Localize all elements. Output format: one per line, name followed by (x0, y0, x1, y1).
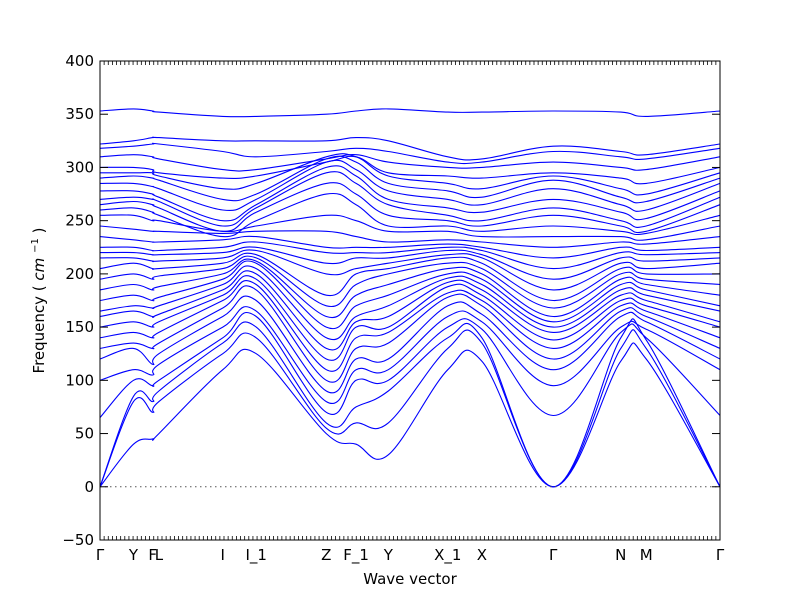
high-symmetry-label: L (155, 546, 164, 564)
y-tick-label: 0 (84, 478, 94, 496)
high-symmetry-label: I_1 (246, 546, 267, 565)
band-line (99, 255, 721, 309)
y-axis-label-open-paren: ( (30, 285, 48, 291)
y-tick-label: 350 (65, 105, 94, 123)
band-line (99, 136, 721, 161)
band-line (99, 153, 721, 196)
high-symmetry-label: Γ (549, 546, 558, 564)
y-axis-label-text: Frequency (30, 296, 48, 374)
y-tick-label: 50 (75, 425, 94, 443)
high-symmetry-labels: Γ Y FL I I_1 Z F_1 Y X_1 X Γ N M Γ (96, 546, 725, 565)
band-line (99, 159, 721, 212)
high-symmetry-label: Γ (96, 546, 105, 564)
band-line (99, 155, 721, 204)
band-line (99, 275, 721, 361)
band-line (99, 171, 721, 228)
high-symmetry-label: Y (128, 546, 139, 564)
band-line (99, 241, 721, 270)
x-minor-ticks (99, 61, 721, 540)
high-symmetry-label: N (615, 546, 626, 564)
high-symmetry-label: M (640, 546, 653, 564)
band-line (99, 318, 721, 488)
frequency-bands (99, 108, 721, 488)
y-tick-label: 150 (65, 318, 94, 336)
high-symmetry-label: Z (321, 546, 331, 564)
y-axis-ticks: −50 0 50 100 150 200 250 300 350 400 (62, 52, 720, 549)
high-symmetry-label: I (221, 546, 225, 564)
band-line (99, 246, 721, 280)
band-line (99, 142, 721, 165)
band-line (99, 270, 721, 351)
y-axis-label-close-paren: ) (30, 228, 48, 234)
band-line (99, 214, 721, 241)
band-line (99, 252, 721, 302)
band-line (99, 342, 721, 488)
y-tick-label: 200 (65, 265, 94, 283)
plot-frame (99, 60, 721, 541)
high-symmetry-label: F (148, 546, 157, 564)
band-line (99, 280, 721, 372)
band-line (99, 165, 721, 222)
band-line (99, 154, 721, 172)
high-symmetry-label: X (477, 546, 487, 564)
band-line (99, 306, 721, 405)
y-axis-unit-exponent: −1 (30, 238, 41, 253)
x-axis-label: Wave vector (363, 570, 457, 588)
high-symmetry-label: Γ (716, 546, 725, 564)
band-line (99, 155, 721, 185)
band-line (99, 235, 721, 259)
band-line (99, 295, 721, 394)
band-line (99, 182, 721, 234)
band-line (99, 260, 721, 330)
band-line (99, 258, 721, 319)
high-symmetry-label: Y (383, 546, 394, 564)
y-axis-unit: cm (30, 258, 48, 281)
band-line (99, 265, 721, 341)
y-axis-label: Frequency ( cm −1 ) (24, 228, 48, 374)
y-tick-label: 300 (65, 158, 94, 176)
band-line (99, 311, 721, 418)
band-line (99, 192, 721, 238)
band-line (99, 329, 721, 488)
y-tick-label: 400 (65, 52, 94, 70)
y-tick-label: 100 (65, 371, 94, 389)
y-tick-label: −50 (62, 531, 94, 549)
band-line (99, 108, 721, 118)
high-symmetry-label: F_1 (343, 546, 369, 565)
band-line (99, 285, 721, 383)
band-line (99, 225, 721, 248)
y-tick-label: 250 (65, 212, 94, 230)
high-symmetry-label: X_1 (434, 546, 461, 565)
band-line (99, 249, 721, 291)
